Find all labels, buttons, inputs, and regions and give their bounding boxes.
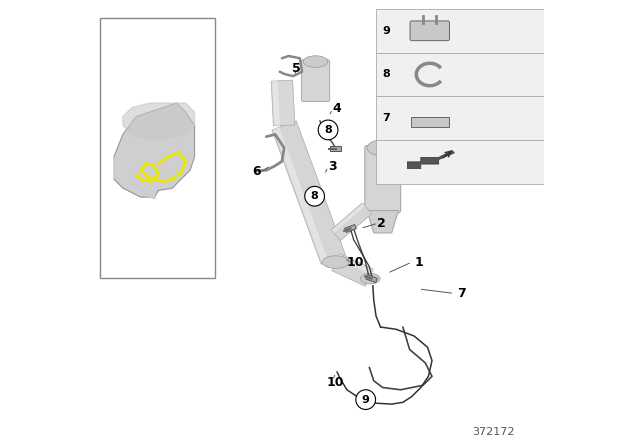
Text: 10: 10 bbox=[327, 375, 344, 389]
Polygon shape bbox=[345, 224, 356, 233]
Polygon shape bbox=[114, 103, 195, 197]
FancyBboxPatch shape bbox=[301, 60, 330, 102]
Circle shape bbox=[318, 120, 338, 140]
Polygon shape bbox=[337, 254, 373, 274]
FancyBboxPatch shape bbox=[410, 21, 449, 41]
Polygon shape bbox=[407, 151, 454, 168]
FancyBboxPatch shape bbox=[376, 140, 544, 184]
Polygon shape bbox=[271, 80, 295, 126]
Polygon shape bbox=[365, 275, 378, 283]
Polygon shape bbox=[123, 103, 195, 139]
Ellipse shape bbox=[323, 256, 349, 268]
Ellipse shape bbox=[367, 140, 398, 156]
FancyBboxPatch shape bbox=[376, 9, 544, 53]
Text: 7: 7 bbox=[457, 287, 465, 300]
Text: 6: 6 bbox=[252, 165, 260, 178]
Ellipse shape bbox=[360, 273, 380, 284]
Text: 7: 7 bbox=[383, 113, 390, 123]
Text: 8: 8 bbox=[383, 69, 390, 79]
FancyBboxPatch shape bbox=[365, 146, 401, 213]
Text: 4: 4 bbox=[333, 102, 341, 116]
Circle shape bbox=[305, 186, 324, 206]
Text: 9: 9 bbox=[362, 395, 370, 405]
Circle shape bbox=[356, 390, 376, 409]
Polygon shape bbox=[272, 121, 346, 264]
Polygon shape bbox=[332, 203, 365, 233]
Text: 10: 10 bbox=[346, 256, 364, 270]
Polygon shape bbox=[273, 127, 328, 264]
Text: 372172: 372172 bbox=[472, 427, 515, 437]
Polygon shape bbox=[331, 203, 372, 241]
Polygon shape bbox=[332, 254, 373, 286]
FancyBboxPatch shape bbox=[376, 53, 544, 96]
FancyBboxPatch shape bbox=[100, 18, 215, 278]
Text: 9: 9 bbox=[383, 26, 390, 36]
Polygon shape bbox=[330, 146, 341, 151]
Text: 1: 1 bbox=[414, 255, 423, 269]
Text: 3: 3 bbox=[328, 160, 337, 173]
Text: 8: 8 bbox=[324, 125, 332, 135]
Text: 8: 8 bbox=[311, 191, 319, 201]
FancyBboxPatch shape bbox=[376, 96, 544, 140]
Text: 5: 5 bbox=[292, 62, 301, 75]
Ellipse shape bbox=[303, 56, 328, 68]
Polygon shape bbox=[367, 211, 398, 233]
Polygon shape bbox=[272, 81, 280, 126]
FancyBboxPatch shape bbox=[411, 117, 449, 127]
Text: 2: 2 bbox=[378, 216, 386, 230]
